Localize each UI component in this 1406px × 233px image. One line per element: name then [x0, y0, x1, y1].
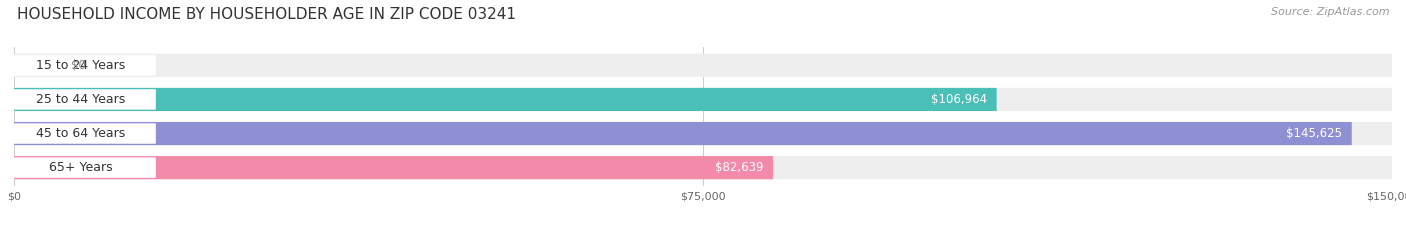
Text: Source: ZipAtlas.com: Source: ZipAtlas.com: [1271, 7, 1389, 17]
Text: $106,964: $106,964: [931, 93, 987, 106]
Text: 15 to 24 Years: 15 to 24 Years: [37, 59, 125, 72]
FancyBboxPatch shape: [11, 158, 156, 178]
FancyBboxPatch shape: [14, 54, 1392, 77]
Text: $0: $0: [72, 59, 86, 72]
FancyBboxPatch shape: [14, 122, 1392, 145]
FancyBboxPatch shape: [14, 156, 1392, 179]
FancyBboxPatch shape: [14, 88, 997, 111]
Text: 65+ Years: 65+ Years: [49, 161, 112, 174]
FancyBboxPatch shape: [11, 55, 156, 75]
Text: $145,625: $145,625: [1286, 127, 1343, 140]
Text: 25 to 44 Years: 25 to 44 Years: [37, 93, 125, 106]
FancyBboxPatch shape: [14, 122, 1351, 145]
Text: HOUSEHOLD INCOME BY HOUSEHOLDER AGE IN ZIP CODE 03241: HOUSEHOLD INCOME BY HOUSEHOLDER AGE IN Z…: [17, 7, 516, 22]
FancyBboxPatch shape: [14, 88, 1392, 111]
Text: 45 to 64 Years: 45 to 64 Years: [37, 127, 125, 140]
FancyBboxPatch shape: [11, 89, 156, 110]
FancyBboxPatch shape: [14, 156, 773, 179]
Text: $82,639: $82,639: [716, 161, 763, 174]
FancyBboxPatch shape: [11, 123, 156, 144]
